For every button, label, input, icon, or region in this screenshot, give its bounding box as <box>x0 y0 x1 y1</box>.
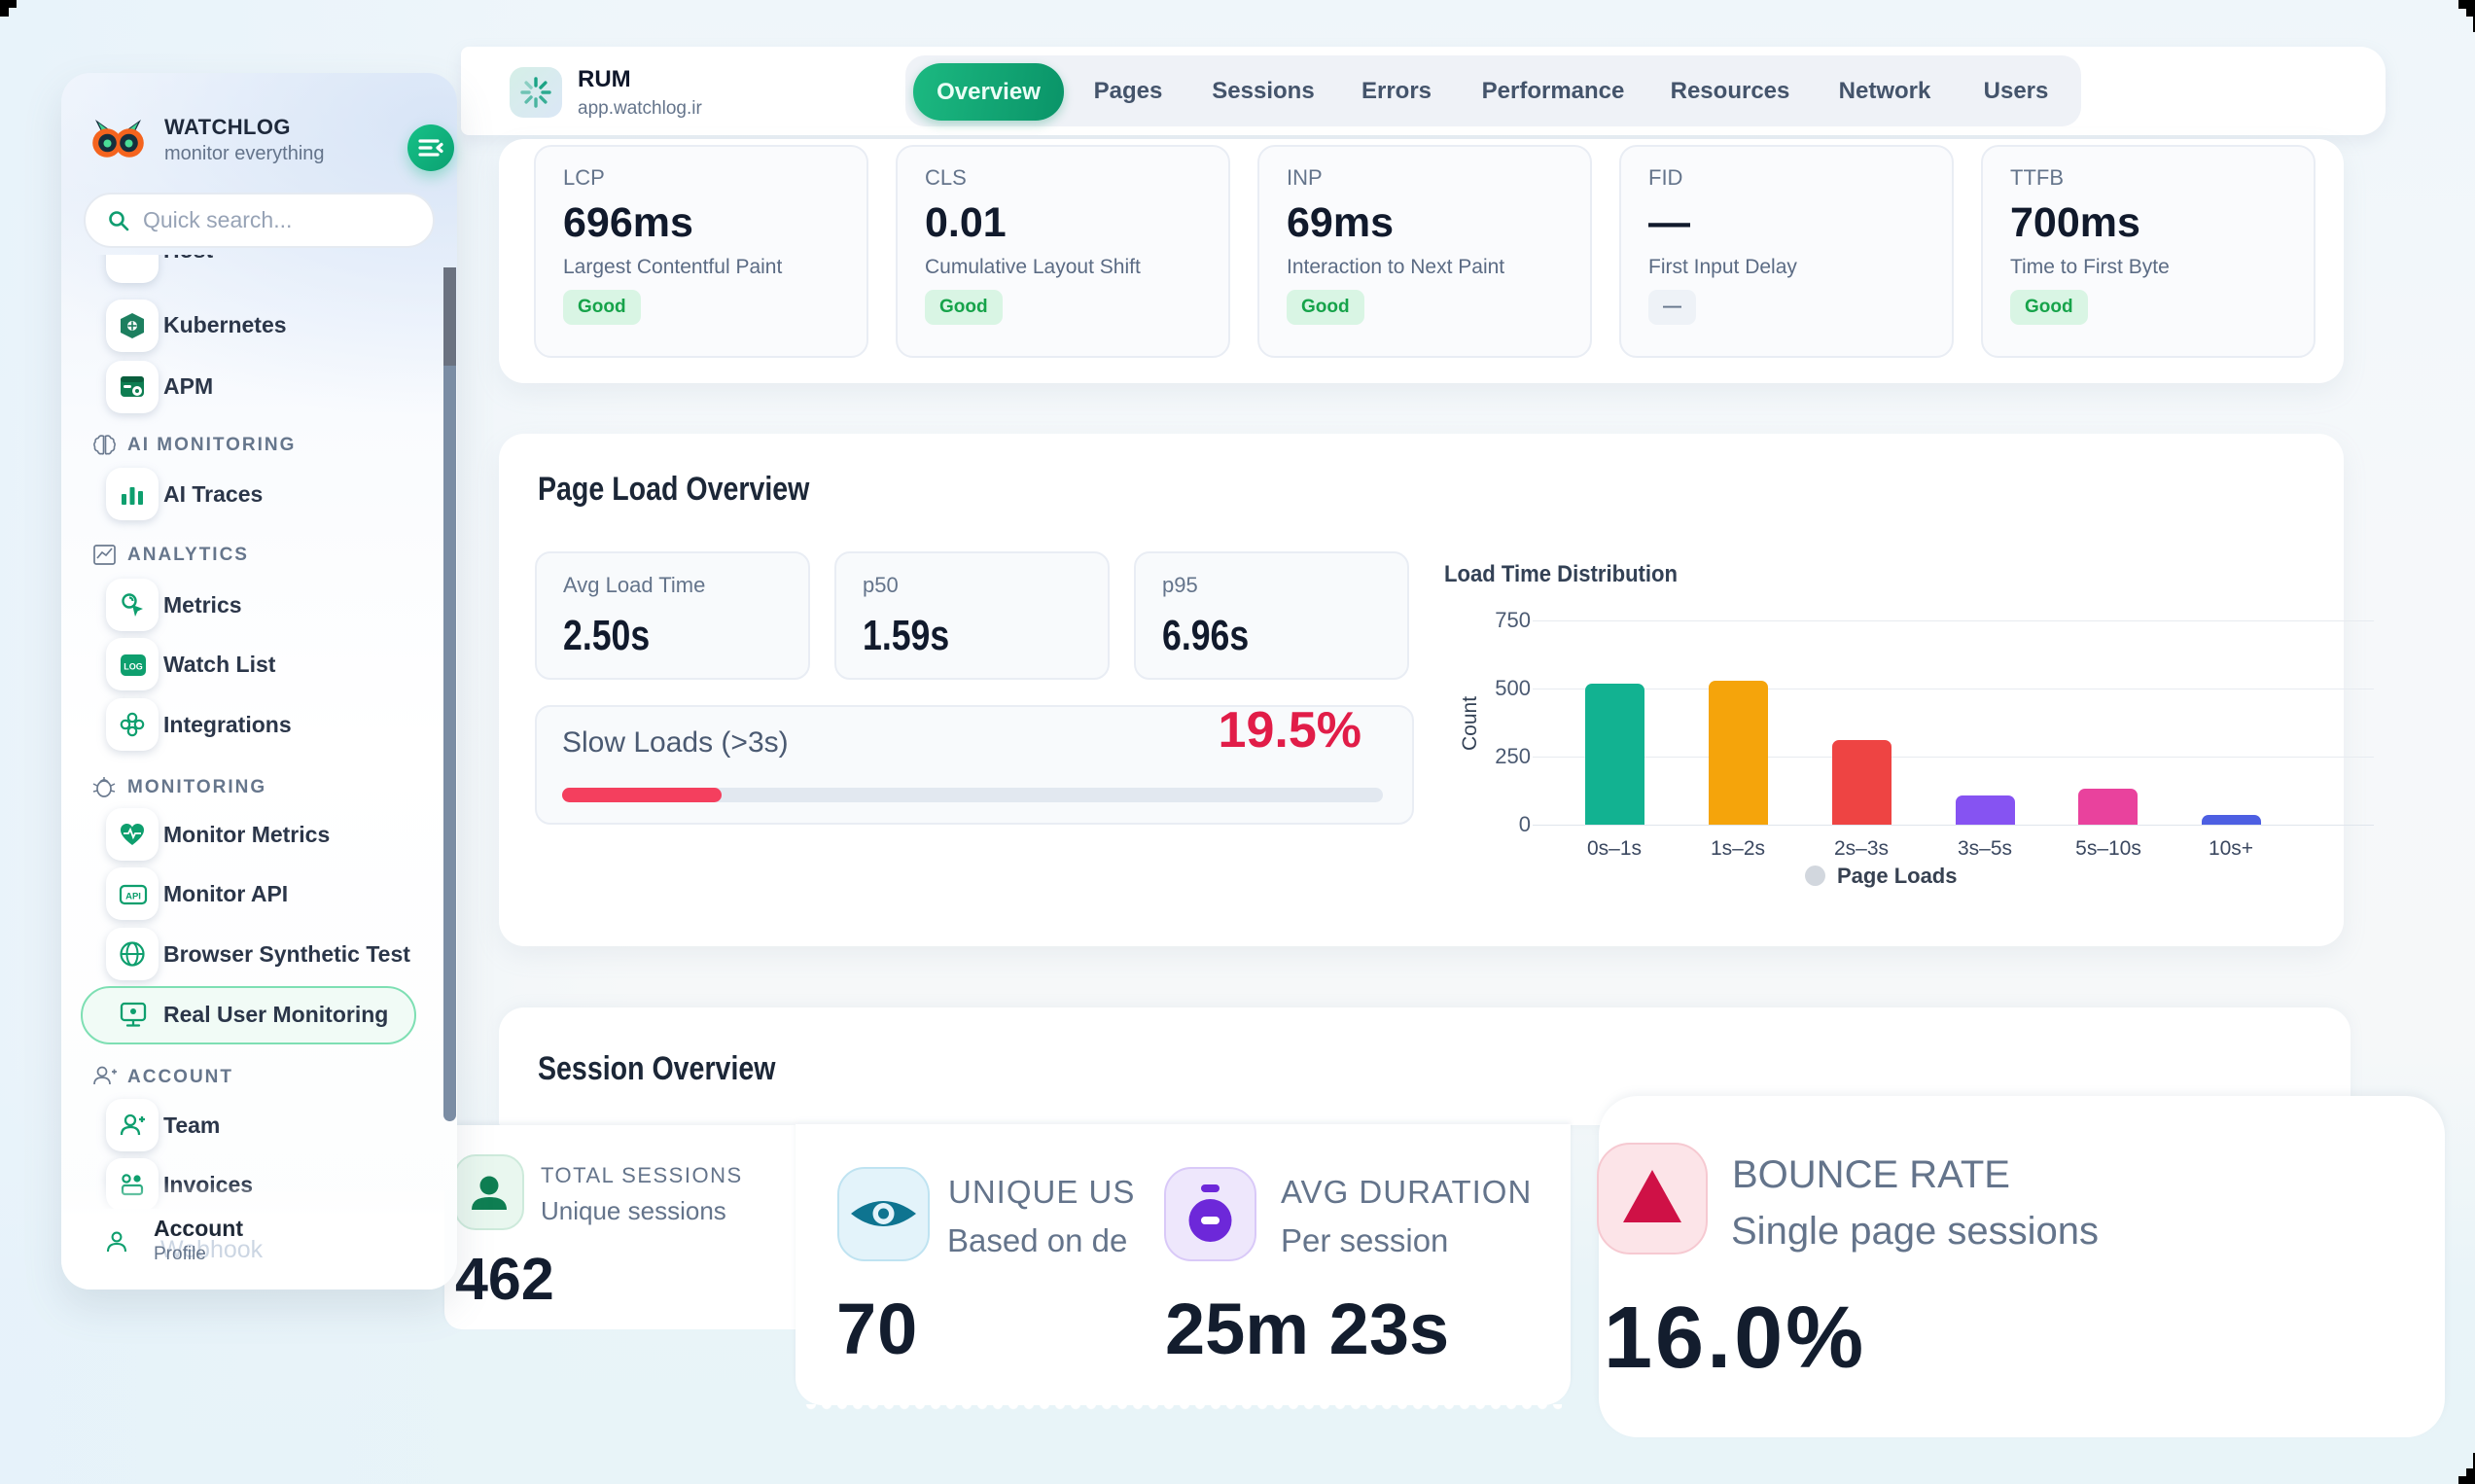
svg-text:API: API <box>125 892 141 902</box>
svg-text:LOG: LOG <box>124 662 143 672</box>
